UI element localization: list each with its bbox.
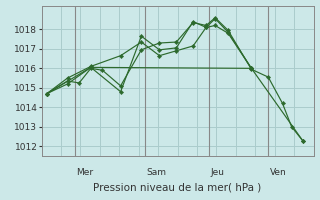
Text: Ven: Ven	[269, 168, 286, 177]
Text: Mer: Mer	[76, 168, 94, 177]
Text: Pression niveau de la mer( hPa ): Pression niveau de la mer( hPa )	[93, 183, 262, 193]
Text: Sam: Sam	[147, 168, 166, 177]
Text: Jeu: Jeu	[210, 168, 224, 177]
